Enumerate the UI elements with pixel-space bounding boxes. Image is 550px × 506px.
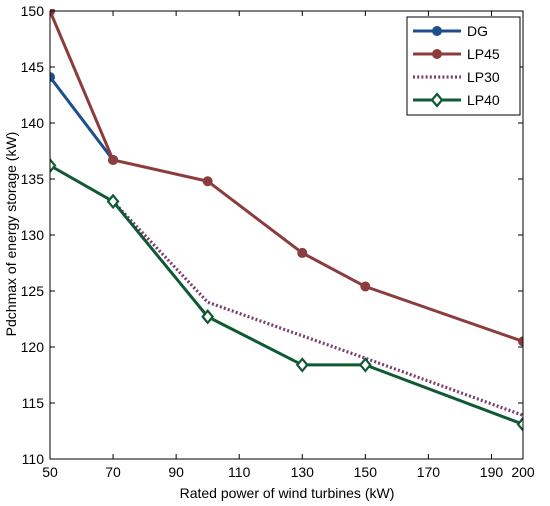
- y-tick-label: 130: [21, 227, 45, 243]
- y-axis-title: Pdchmax of energy storage (kW): [3, 132, 19, 337]
- legend-entry-lp40: LP40: [413, 92, 500, 108]
- legend-label: DG: [467, 23, 488, 39]
- x-tick-label: 50: [42, 464, 58, 480]
- y-tick-label: 145: [21, 59, 45, 75]
- legend-marker: [430, 92, 444, 108]
- y-tick-label: 135: [21, 171, 45, 187]
- y-tick-label: 120: [21, 339, 45, 355]
- y-tick-label: 125: [21, 283, 45, 299]
- legend-entry-lp30: LP30: [413, 69, 500, 85]
- legend-marker: [432, 26, 442, 36]
- series-line-lp45: [50, 10, 523, 343]
- y-tick-label: 110: [22, 451, 45, 467]
- x-tick-label: 110: [228, 464, 251, 480]
- series-lp30: [111, 200, 523, 417]
- data-point-lp40: [50, 157, 57, 174]
- data-point-lp40: [358, 357, 372, 373]
- data-point-dg: [50, 72, 55, 83]
- series-layer: [50, 9, 523, 432]
- legend-label: LP45: [467, 46, 500, 62]
- legend: DG LP45 LP30 LP40: [406, 16, 521, 116]
- x-tick-label: 90: [168, 464, 184, 480]
- legend-label: LP30: [467, 69, 500, 85]
- x-tick-label: 150: [354, 464, 378, 480]
- series-lp40: [50, 157, 523, 432]
- x-tick-label: 170: [417, 464, 441, 480]
- series-line-lp40: [50, 164, 523, 426]
- series-line-lp30: [111, 200, 523, 417]
- data-point-lp40: [201, 309, 215, 325]
- y-tick-label: 115: [22, 395, 45, 411]
- data-point-lp45: [518, 336, 523, 347]
- legend-marker: [432, 49, 442, 59]
- y-tick-label: 140: [21, 115, 45, 131]
- x-tick-label: 190: [480, 464, 504, 480]
- legend-entry-dg: DG: [413, 23, 488, 39]
- data-point-lp45: [108, 154, 119, 165]
- series-line-dg: [50, 76, 115, 161]
- x-tick-label: 130: [291, 464, 315, 480]
- axes: 50 70 90 110 130 150 170 190 200 110 115 120 125 130 1…: [21, 3, 535, 480]
- data-point-lp45: [360, 281, 371, 292]
- data-point-lp45: [202, 176, 213, 187]
- data-point-lp45: [297, 247, 308, 258]
- legend-entry-lp45: LP45: [413, 46, 500, 62]
- data-point-lp40: [516, 416, 523, 432]
- data-point-lp40: [106, 193, 120, 210]
- x-tick-label: 70: [105, 464, 121, 480]
- legend-label: LP40: [467, 92, 500, 108]
- series-lp45: [50, 9, 523, 347]
- x-tick-label: 200: [511, 464, 535, 480]
- data-point-lp40: [295, 357, 309, 373]
- x-axis-title: Rated power of wind turbines (kW): [180, 485, 395, 501]
- y-tick-label: 150: [21, 3, 45, 19]
